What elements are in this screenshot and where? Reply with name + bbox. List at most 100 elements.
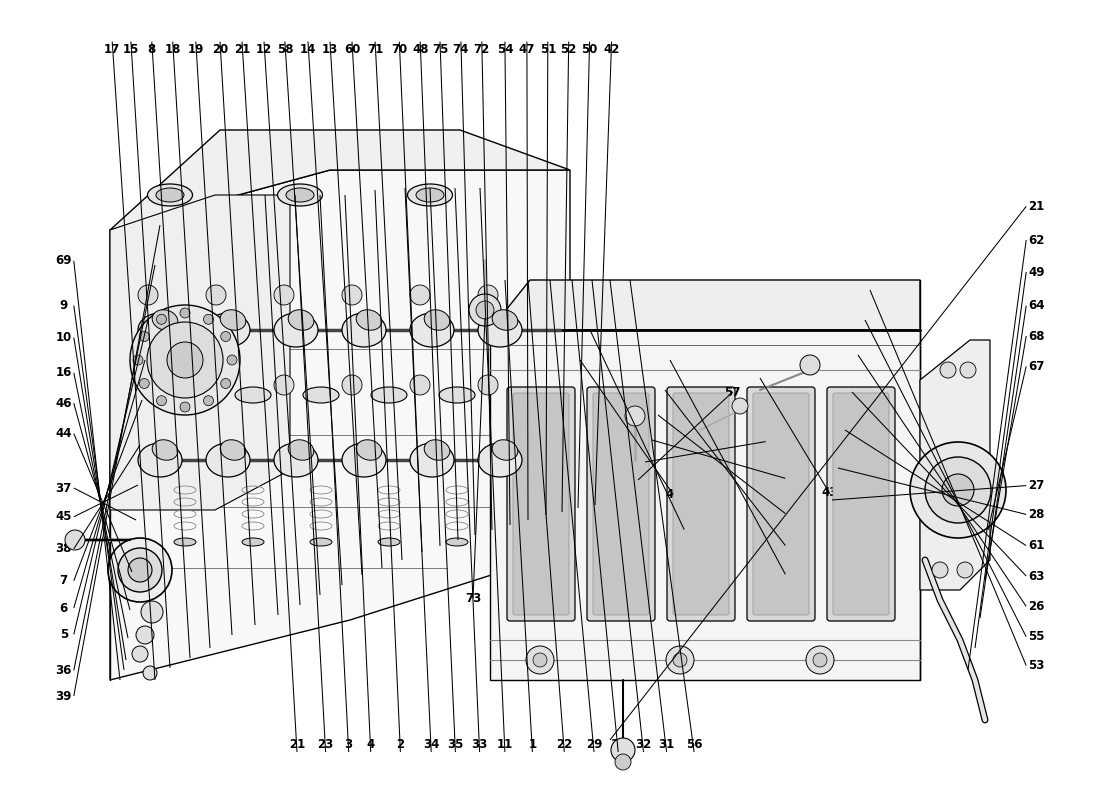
Circle shape — [65, 530, 85, 550]
Text: 24: 24 — [778, 472, 793, 485]
Circle shape — [806, 646, 834, 674]
Text: 73: 73 — [465, 592, 481, 605]
Ellipse shape — [492, 440, 518, 460]
Text: 45: 45 — [55, 510, 73, 523]
Ellipse shape — [167, 387, 204, 403]
Text: 33: 33 — [472, 738, 487, 750]
Ellipse shape — [288, 310, 313, 330]
Circle shape — [140, 378, 150, 389]
Circle shape — [957, 562, 974, 578]
Text: 21: 21 — [1028, 200, 1044, 213]
Ellipse shape — [407, 184, 452, 206]
Circle shape — [130, 305, 240, 415]
Text: 8: 8 — [147, 43, 156, 56]
Text: 64: 64 — [1027, 299, 1045, 312]
Ellipse shape — [342, 443, 386, 477]
Circle shape — [227, 355, 236, 365]
Text: 35: 35 — [448, 738, 463, 750]
Text: 63: 63 — [1028, 570, 1044, 582]
Ellipse shape — [310, 538, 332, 546]
Text: 49: 49 — [1027, 266, 1045, 278]
Circle shape — [732, 398, 748, 414]
Ellipse shape — [286, 188, 313, 202]
Ellipse shape — [410, 443, 454, 477]
Text: 65: 65 — [757, 435, 773, 448]
Text: 34: 34 — [424, 738, 439, 750]
Circle shape — [180, 308, 190, 318]
Text: 69: 69 — [55, 254, 73, 267]
Ellipse shape — [174, 538, 196, 546]
Circle shape — [625, 406, 645, 426]
Circle shape — [133, 355, 143, 365]
Circle shape — [141, 601, 163, 623]
Text: 11: 11 — [497, 738, 513, 750]
Ellipse shape — [416, 188, 444, 202]
Ellipse shape — [378, 538, 400, 546]
Circle shape — [156, 396, 166, 406]
Text: 41: 41 — [676, 523, 692, 536]
Circle shape — [925, 457, 991, 523]
Ellipse shape — [371, 387, 407, 403]
Text: 57: 57 — [725, 386, 740, 398]
Ellipse shape — [274, 443, 318, 477]
Text: 70: 70 — [392, 43, 407, 56]
Circle shape — [610, 738, 635, 762]
Text: 47: 47 — [519, 43, 535, 56]
Text: 12: 12 — [256, 43, 272, 56]
Text: 20: 20 — [212, 43, 228, 56]
Text: 54: 54 — [497, 43, 514, 56]
Ellipse shape — [152, 440, 178, 460]
Circle shape — [673, 653, 688, 667]
Text: 59: 59 — [777, 568, 794, 581]
Circle shape — [800, 355, 820, 375]
Ellipse shape — [206, 443, 250, 477]
Text: 17: 17 — [104, 43, 120, 56]
Circle shape — [204, 314, 213, 324]
Text: 61: 61 — [1028, 539, 1044, 552]
Circle shape — [469, 294, 500, 326]
Text: 48: 48 — [411, 43, 429, 56]
Ellipse shape — [220, 310, 245, 330]
Circle shape — [910, 442, 1006, 538]
Circle shape — [140, 331, 150, 342]
Circle shape — [813, 653, 827, 667]
Text: 56: 56 — [686, 738, 703, 750]
Text: 15: 15 — [123, 43, 139, 56]
Circle shape — [942, 474, 974, 506]
Text: 46: 46 — [55, 397, 73, 410]
Text: 58: 58 — [277, 43, 293, 56]
Text: 43: 43 — [822, 486, 837, 499]
Polygon shape — [110, 195, 290, 510]
Ellipse shape — [478, 443, 522, 477]
Text: 67: 67 — [1028, 360, 1044, 373]
Circle shape — [478, 285, 498, 305]
Text: 75: 75 — [432, 43, 448, 56]
Polygon shape — [110, 170, 570, 680]
Text: 21: 21 — [234, 43, 250, 56]
Ellipse shape — [152, 310, 178, 330]
Text: 40: 40 — [666, 488, 681, 501]
Circle shape — [274, 375, 294, 395]
Ellipse shape — [410, 313, 454, 347]
Text: 5: 5 — [59, 628, 68, 641]
Text: 39: 39 — [56, 690, 72, 702]
FancyBboxPatch shape — [593, 393, 649, 615]
Circle shape — [167, 342, 204, 378]
Text: 36: 36 — [56, 664, 72, 677]
Ellipse shape — [138, 443, 182, 477]
Ellipse shape — [138, 313, 182, 347]
Circle shape — [204, 396, 213, 406]
Text: 27: 27 — [1028, 479, 1044, 492]
Text: 25: 25 — [778, 507, 793, 520]
Text: 28: 28 — [1028, 508, 1044, 521]
Circle shape — [410, 285, 430, 305]
Circle shape — [138, 285, 158, 305]
Text: 16: 16 — [56, 366, 72, 379]
Circle shape — [206, 375, 225, 395]
Circle shape — [118, 548, 162, 592]
Text: 53: 53 — [1028, 659, 1044, 672]
Text: 68: 68 — [1027, 330, 1045, 342]
Circle shape — [342, 285, 362, 305]
FancyBboxPatch shape — [507, 387, 575, 621]
Ellipse shape — [439, 387, 475, 403]
